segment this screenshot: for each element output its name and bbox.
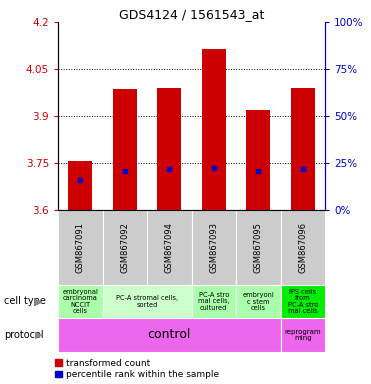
Text: PC-A stro
mal cells,
cultured: PC-A stro mal cells, cultured: [198, 292, 230, 311]
Legend: transformed count, percentile rank within the sample: transformed count, percentile rank withi…: [55, 359, 219, 379]
Text: GSM867094: GSM867094: [165, 222, 174, 273]
Bar: [58, 318, 280, 352]
Text: IPS cells
from
PC-A stro
mal cells: IPS cells from PC-A stro mal cells: [288, 289, 318, 314]
Bar: [58, 285, 102, 318]
Text: embryonal
carcinoma
NCCIT
cells: embryonal carcinoma NCCIT cells: [62, 289, 98, 314]
Bar: [191, 210, 236, 285]
Text: GSM867092: GSM867092: [120, 222, 129, 273]
Title: GDS4124 / 1561543_at: GDS4124 / 1561543_at: [119, 8, 264, 21]
Bar: [246, 110, 270, 210]
Text: control: control: [148, 328, 191, 341]
Text: protocol: protocol: [4, 330, 43, 340]
Text: cell type: cell type: [4, 296, 46, 306]
Bar: [201, 49, 226, 210]
Text: ▶: ▶: [35, 330, 43, 340]
Text: ▶: ▶: [35, 296, 43, 306]
Bar: [102, 210, 147, 285]
Text: GSM867096: GSM867096: [298, 222, 307, 273]
Bar: [236, 285, 280, 318]
Bar: [191, 285, 236, 318]
Text: GSM867095: GSM867095: [254, 222, 263, 273]
Bar: [147, 210, 191, 285]
Text: PC-A stromal cells,
sorted: PC-A stromal cells, sorted: [116, 295, 178, 308]
Bar: [112, 89, 137, 210]
Text: GSM867091: GSM867091: [76, 222, 85, 273]
Bar: [58, 210, 102, 285]
Text: reprogram
ming: reprogram ming: [285, 329, 321, 341]
Bar: [290, 88, 315, 210]
Bar: [68, 161, 92, 210]
Bar: [280, 285, 325, 318]
Bar: [157, 88, 181, 210]
Bar: [280, 318, 325, 352]
Bar: [102, 285, 191, 318]
Bar: [236, 210, 280, 285]
Bar: [280, 210, 325, 285]
Text: GSM867093: GSM867093: [209, 222, 218, 273]
Text: embryoni
c stem
cells: embryoni c stem cells: [242, 292, 274, 311]
